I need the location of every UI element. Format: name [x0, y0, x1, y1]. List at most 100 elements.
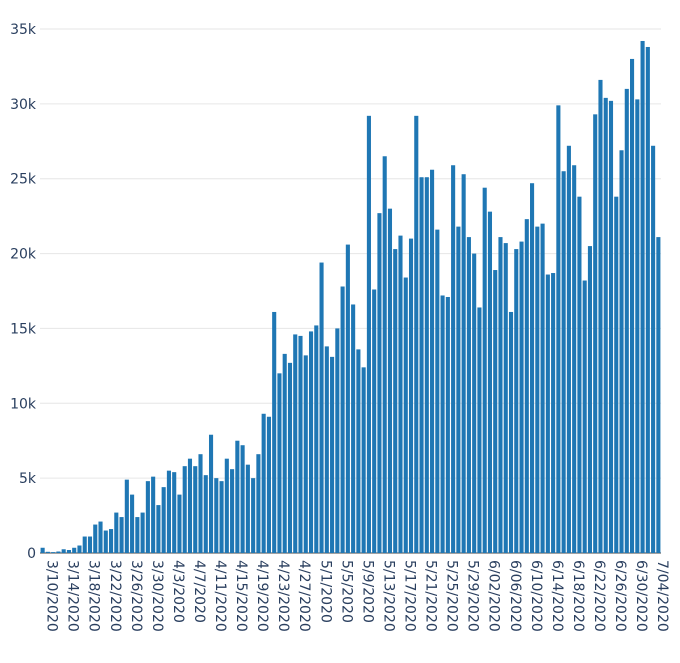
- bar: [198, 454, 203, 553]
- bar: [556, 105, 561, 553]
- bar: [266, 416, 271, 553]
- bar: [230, 469, 235, 553]
- bar: [298, 335, 303, 553]
- bar: [224, 458, 229, 553]
- bar: [177, 494, 182, 553]
- bar: [530, 183, 535, 553]
- bar: [251, 478, 256, 553]
- bar: [466, 237, 471, 553]
- y-tick-label: 15k: [10, 321, 37, 337]
- bar: [519, 241, 524, 553]
- bar: [503, 243, 508, 553]
- bar: [235, 440, 240, 553]
- bar: [293, 334, 298, 553]
- bar: [577, 196, 582, 553]
- bar: [461, 174, 466, 553]
- bar: [377, 213, 382, 553]
- x-tick-label: 5/21/2020: [423, 560, 439, 632]
- bar: [219, 481, 224, 553]
- bar: [182, 466, 187, 553]
- bar: [277, 373, 282, 553]
- bar: [193, 466, 198, 553]
- bar: [445, 296, 450, 553]
- bar: [435, 229, 440, 553]
- x-tick-label: 5/1/2020: [317, 560, 333, 623]
- bar: [240, 445, 245, 553]
- x-tick-label: 5/25/2020: [444, 560, 460, 632]
- bar: [566, 145, 571, 553]
- x-tick-label: 5/29/2020: [465, 560, 481, 632]
- bar: [587, 246, 592, 553]
- bar: [187, 458, 193, 553]
- x-tick-label: 6/14/2020: [549, 560, 565, 632]
- x-tick-label: 4/11/2020: [212, 560, 228, 632]
- x-tick-label: 4/23/2020: [275, 560, 291, 632]
- y-tick-label: 35k: [10, 22, 37, 38]
- bar: [582, 280, 587, 553]
- bar: [640, 40, 645, 554]
- bar: [51, 552, 56, 553]
- bar: [261, 413, 266, 553]
- bar: [130, 494, 135, 553]
- bar: [645, 46, 650, 553]
- bar: [87, 536, 93, 553]
- x-tick-label: 5/17/2020: [401, 560, 417, 632]
- y-tick-label: 20k: [10, 247, 37, 263]
- x-tick-label: 3/10/2020: [44, 560, 60, 632]
- x-tick-label: 3/26/2020: [128, 560, 144, 632]
- bar: [140, 512, 145, 553]
- bar: [324, 346, 329, 553]
- bar: [208, 434, 214, 553]
- bar: [630, 58, 635, 553]
- bar: [524, 219, 529, 553]
- x-tick-label: 6/18/2020: [570, 560, 586, 632]
- x-tick-label: 6/26/2020: [612, 560, 628, 632]
- bar: [408, 238, 414, 553]
- bar: [172, 472, 177, 553]
- y-tick-label: 25k: [10, 172, 37, 188]
- bar: [540, 223, 545, 553]
- bar: [161, 487, 166, 553]
- x-tick-label: 5/9/2020: [359, 560, 375, 623]
- bar: [98, 521, 103, 553]
- bar: [382, 156, 387, 553]
- x-tick-label: 6/30/2020: [633, 560, 649, 632]
- bar: [303, 355, 308, 553]
- bar: [614, 196, 619, 553]
- bar: [651, 145, 656, 553]
- bar: [424, 177, 429, 553]
- bar: [356, 349, 361, 553]
- x-tick-label: 6/10/2020: [528, 560, 544, 632]
- bar: [340, 286, 345, 553]
- bar: [477, 307, 482, 553]
- bar: [430, 169, 435, 554]
- bar: [472, 253, 477, 553]
- bar: [603, 97, 608, 554]
- x-tick-label: 4/7/2020: [191, 560, 207, 623]
- x-tick-label: 5/5/2020: [338, 560, 354, 623]
- bar: [203, 475, 208, 553]
- bar: [93, 524, 98, 553]
- bar: [135, 517, 140, 553]
- bar: [119, 517, 124, 553]
- x-tick-label: 4/3/2020: [170, 560, 186, 623]
- bar: [635, 99, 640, 554]
- x-tick-label: 6/06/2020: [507, 560, 523, 632]
- bar: [619, 150, 624, 553]
- x-tick-label: 7/04/2020: [654, 560, 670, 632]
- y-tick-label: 5k: [19, 471, 37, 487]
- x-tick-label: 3/22/2020: [107, 560, 123, 632]
- bar: [245, 464, 250, 553]
- x-tick-label: 4/27/2020: [296, 560, 312, 632]
- bar: [314, 325, 319, 553]
- bar: [398, 235, 403, 554]
- bar: [56, 551, 61, 553]
- x-tick-label: 4/19/2020: [254, 560, 270, 632]
- bar: [387, 208, 393, 553]
- bar: [103, 530, 108, 553]
- x-tick-label: 4/15/2020: [233, 560, 249, 632]
- bar: [487, 211, 493, 553]
- bar: [124, 479, 129, 553]
- gridlines: [40, 28, 661, 554]
